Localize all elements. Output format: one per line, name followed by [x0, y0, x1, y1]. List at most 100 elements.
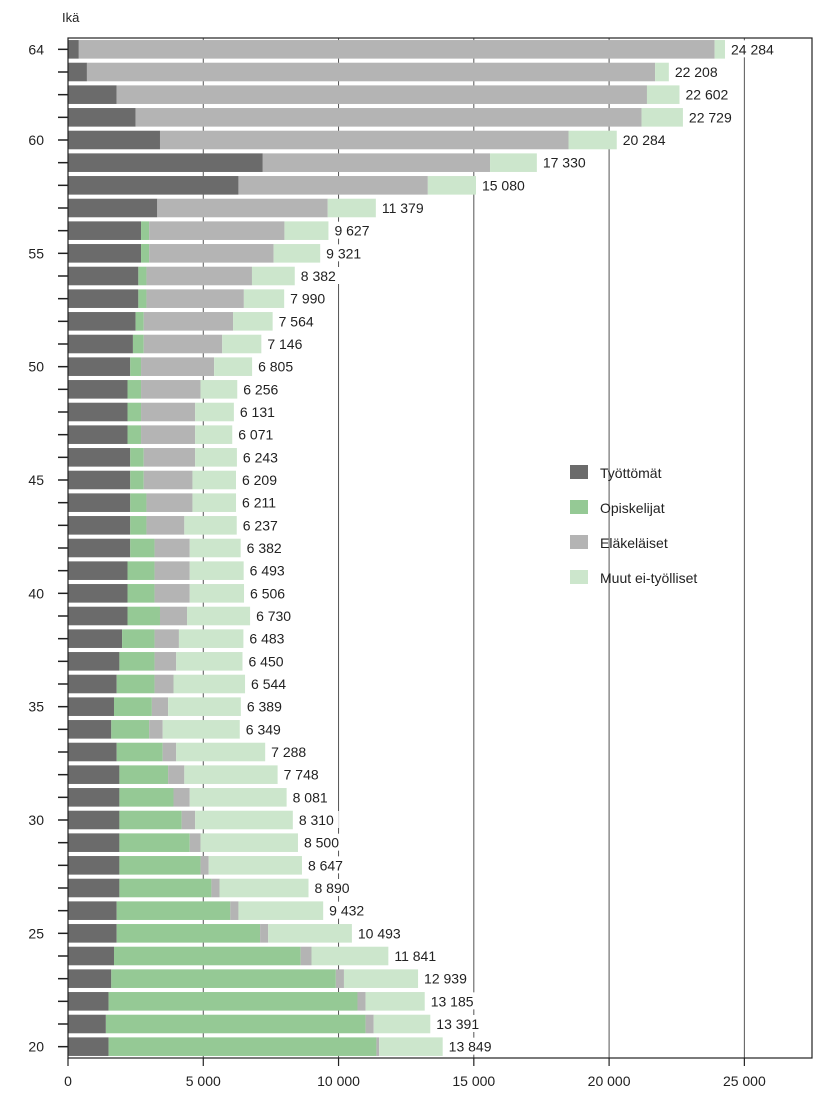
total-label-age-37: 6 450	[249, 653, 284, 669]
x-tick-label-4: 20 000	[588, 1073, 631, 1089]
y-tick-label-55: 55	[28, 245, 44, 261]
total-label-age-40: 6 506	[250, 585, 285, 601]
bar-segment-age-25-s2	[260, 924, 269, 943]
total-label-age-32: 7 748	[284, 767, 319, 783]
bar-segment-age-39-s3	[187, 606, 251, 626]
total-label-bg-age-41	[246, 561, 290, 579]
bar-segment-age-46-s2	[143, 448, 196, 467]
bar-segment-age-45-s1	[130, 470, 144, 490]
total-label-age-47: 6 071	[238, 427, 273, 443]
total-label-age-55: 9 321	[326, 245, 361, 261]
total-label-bg-age-38	[246, 629, 290, 647]
bar-segment-age-39-s1	[127, 606, 160, 626]
bar-segment-age-63-s3	[655, 62, 669, 82]
bar-segment-age-54-s0	[68, 266, 139, 286]
total-label-age-26: 9 432	[329, 903, 364, 919]
bar-segment-age-29-s3	[200, 833, 298, 852]
bar-segment-age-21-s3	[373, 1014, 431, 1034]
total-label-age-51: 7 146	[267, 336, 302, 352]
total-label-bg-age-31	[289, 788, 333, 806]
bar-segment-age-20-s3	[379, 1037, 443, 1056]
bar-segment-age-25-s3	[268, 924, 352, 943]
bar-segment-age-56-s2	[149, 221, 285, 240]
total-label-bg-age-25	[354, 924, 406, 942]
bar-segment-age-53-s3	[243, 289, 285, 308]
bar-segment-age-24-s2	[300, 946, 312, 966]
total-label-bg-age-33	[268, 743, 312, 760]
legend-label-0: Työttömät	[600, 465, 662, 481]
x-ticks: 0 5 000 10 000 15 000 20 000 25 000	[64, 1058, 766, 1089]
bar-segment-age-49-s2	[141, 380, 201, 399]
bar-segment-age-27-s0	[68, 878, 120, 898]
bar-segment-age-32-s0	[68, 765, 120, 784]
bar-segment-age-47-s3	[195, 425, 233, 444]
bar-segment-age-38-s3	[178, 629, 244, 648]
total-label-age-54: 8 382	[301, 268, 336, 284]
total-label-bg-age-21	[433, 1015, 484, 1032]
bar-segment-age-49-s0	[68, 380, 128, 399]
bar-segment-age-62-s3	[646, 85, 680, 104]
total-label-age-57: 11 379	[382, 200, 424, 216]
total-label-age-24: 11 841	[394, 948, 436, 964]
bar-segment-age-20-s2	[376, 1037, 380, 1056]
bar-segment-age-52-s0	[68, 312, 136, 331]
total-labels: 24 284 22 208 22 602 22 729 20 284 17 330 15 0…	[235, 40, 779, 1055]
total-label-bg-age-22	[427, 992, 479, 1010]
bar-segment-age-28-s3	[208, 856, 302, 875]
bar-segment-age-45-s2	[143, 470, 193, 490]
bar-segment-age-52-s1	[135, 312, 144, 331]
total-label-bg-age-56	[331, 221, 375, 239]
bar-segment-age-52-s3	[233, 312, 273, 331]
bar-segment-age-31-s3	[189, 788, 287, 807]
y-tick-label-60: 60	[28, 132, 44, 148]
bar-segment-age-58-s0	[68, 176, 239, 195]
total-label-bg-age-55	[323, 244, 367, 262]
total-label-bg-age-53	[287, 289, 331, 307]
bar-segment-age-24-s3	[311, 946, 389, 966]
legend-swatch-3	[570, 570, 588, 584]
bar-segment-age-28-s2	[200, 856, 209, 875]
bar-segment-age-54-s3	[251, 266, 295, 286]
total-label-bg-age-58	[478, 176, 530, 194]
bar-segment-age-34-s1	[111, 720, 150, 739]
bar-segment-age-61-s0	[68, 108, 136, 127]
total-label-bg-age-63	[671, 63, 723, 80]
total-label-bg-age-45	[238, 471, 282, 488]
bar-segment-age-41-s1	[127, 561, 155, 580]
bar-segment-age-28-s1	[119, 856, 201, 875]
bar-segment-age-29-s1	[119, 833, 190, 852]
bar-segment-age-31-s0	[68, 788, 120, 807]
bar-segment-age-43-s1	[130, 516, 147, 535]
bar-segment-age-50-s1	[130, 357, 142, 376]
bar-segment-age-59-s3	[490, 153, 537, 172]
total-label-age-43: 6 237	[243, 517, 278, 533]
bar-segment-age-41-s0	[68, 561, 128, 580]
total-label-bg-age-39	[253, 607, 297, 624]
bar-segment-age-25-s0	[68, 924, 117, 943]
total-label-bg-age-37	[245, 652, 289, 670]
total-label-age-23: 12 939	[424, 971, 467, 987]
bar-segment-age-34-s0	[68, 720, 112, 739]
bar-segment-age-43-s0	[68, 516, 131, 535]
bar-segment-age-59-s0	[68, 153, 263, 172]
bar-segment-age-21-s1	[105, 1014, 366, 1034]
bar-segment-age-56-s0	[68, 221, 142, 240]
bar-segment-age-50-s3	[214, 357, 253, 376]
bar-segment-age-39-s2	[159, 606, 188, 626]
total-label-age-36: 6 544	[251, 676, 286, 692]
bar-segment-age-57-s2	[157, 198, 328, 218]
legend: Työttömät Opiskelijat Eläkeläiset Muut ei-t…	[570, 465, 697, 586]
x-tick-label-5: 25 000	[723, 1073, 766, 1089]
total-label-age-59: 17 330	[543, 155, 586, 171]
total-label-bg-age-52	[275, 312, 319, 330]
bar-segment-age-37-s3	[176, 652, 243, 671]
legend-swatch-1	[570, 500, 588, 514]
x-tick-label-3: 15 000	[452, 1073, 495, 1089]
y-tick-label-35: 35	[28, 699, 44, 715]
bar-segment-age-63-s2	[86, 62, 656, 82]
total-label-age-60: 20 284	[623, 132, 666, 148]
bar-segment-age-32-s1	[119, 765, 169, 784]
bar-segment-age-30-s3	[195, 810, 293, 830]
bar-segment-age-35-s1	[113, 697, 152, 716]
bar-segment-age-23-s2	[335, 969, 344, 988]
